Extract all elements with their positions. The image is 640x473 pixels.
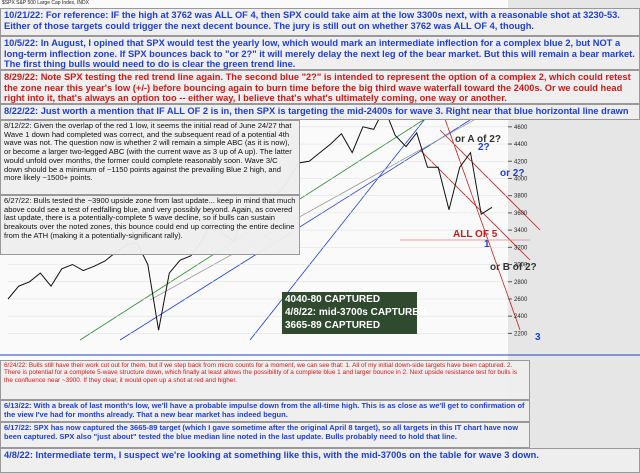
y-tick-label: 3000 (514, 263, 528, 269)
y-tick-label: 3400 (514, 228, 528, 234)
note: 4/8/22: Intermediate term, I suspect we'… (0, 448, 640, 473)
note: 10/5/22: In August, I opined that SPX wo… (0, 36, 640, 70)
note: 6/27/22: Bulls tested the ~3900 upside z… (0, 195, 300, 255)
note: 10/21/22: For reference: IF the high at … (0, 8, 640, 36)
note: 8/22/22: Just worth a mention that IF AL… (0, 104, 640, 127)
y-tick-label: 2200 (514, 331, 528, 337)
wave-label: ALL OF 5 (453, 229, 498, 240)
note: 8/12/22: Given the overlap of the red 1 … (0, 120, 300, 195)
wave-label: 1 (484, 239, 490, 250)
y-tick-label: 4200 (514, 159, 528, 165)
y-tick-label: 3600 (514, 211, 528, 217)
captured-box (282, 292, 417, 334)
captured-label: 3665-89 CAPTURED (285, 320, 380, 331)
y-tick-label: 4000 (514, 176, 528, 182)
trend-line (249, 99, 441, 341)
trend-line (439, 104, 521, 331)
note: 8/29/22: Note SPX testing the red trend … (0, 70, 640, 104)
y-tick-label: 4400 (514, 142, 528, 148)
y-tick-label: 2800 (514, 280, 528, 286)
trend-line (439, 129, 541, 231)
y-tick-label: 3200 (514, 245, 528, 251)
wave-label: 3 (535, 332, 541, 343)
y-tick-label: 2600 (514, 297, 528, 303)
wave-label: or A of 2? (455, 134, 501, 145)
captured-label: 4040-80 CAPTURED (285, 294, 380, 305)
wave-label: 2? (478, 142, 490, 153)
note: 6/13/22: With a break of last month's lo… (0, 400, 530, 422)
symbol: $SPX S&P 500 Large Cap Index, INDX (2, 0, 89, 6)
wave-label: or B of 2? (490, 262, 537, 273)
note: 6/17/22: SPX has now captured the 3665-8… (0, 422, 530, 448)
y-tick-label: 4600 (514, 125, 528, 131)
note: 6/24/22: Bulls still have their work cut… (0, 360, 530, 400)
wave-label: or 2? (500, 168, 524, 179)
y-tick-label: 3800 (514, 194, 528, 200)
y-tick-label: 2400 (514, 314, 528, 320)
captured-label: 4/8/22: mid-3700s CAPTURED (285, 307, 426, 318)
